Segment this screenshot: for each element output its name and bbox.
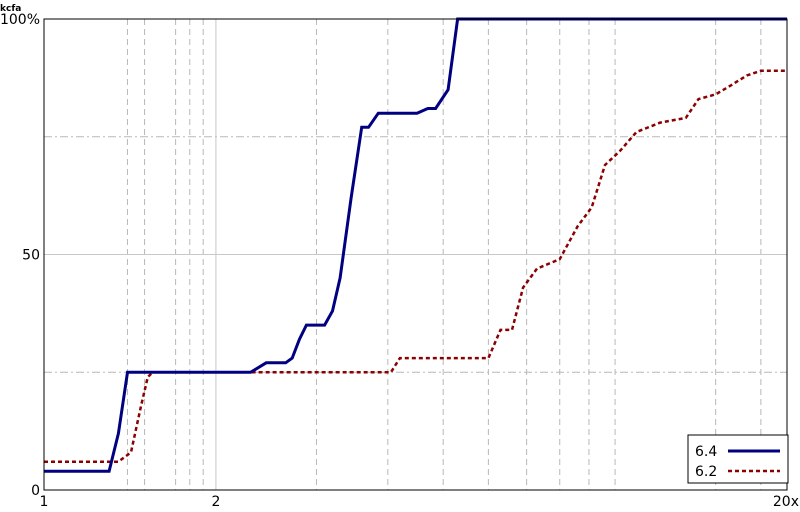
x-tick-label: 1	[40, 494, 49, 510]
y-tick-label: 0	[31, 483, 40, 499]
legend-box	[687, 434, 789, 484]
legend-label-6-4: 6.4	[695, 444, 717, 460]
plot-border	[43, 18, 788, 491]
series-line-6-4	[44, 17, 787, 473]
series-line-6-2	[44, 69, 787, 463]
x-tick-label: 2	[211, 494, 220, 510]
legend: 6.4 6.2	[687, 434, 789, 484]
y-tick-label: 100%	[0, 12, 40, 28]
y-tick-label: 50	[22, 248, 40, 264]
x-tick-label: 20x	[773, 494, 799, 510]
legend-label-6-2: 6.2	[695, 464, 717, 480]
chart-title: kcfa	[0, 4, 21, 14]
tick-layer: 1 2 20x 0 50 100%	[0, 12, 799, 510]
series-layer	[44, 17, 787, 473]
